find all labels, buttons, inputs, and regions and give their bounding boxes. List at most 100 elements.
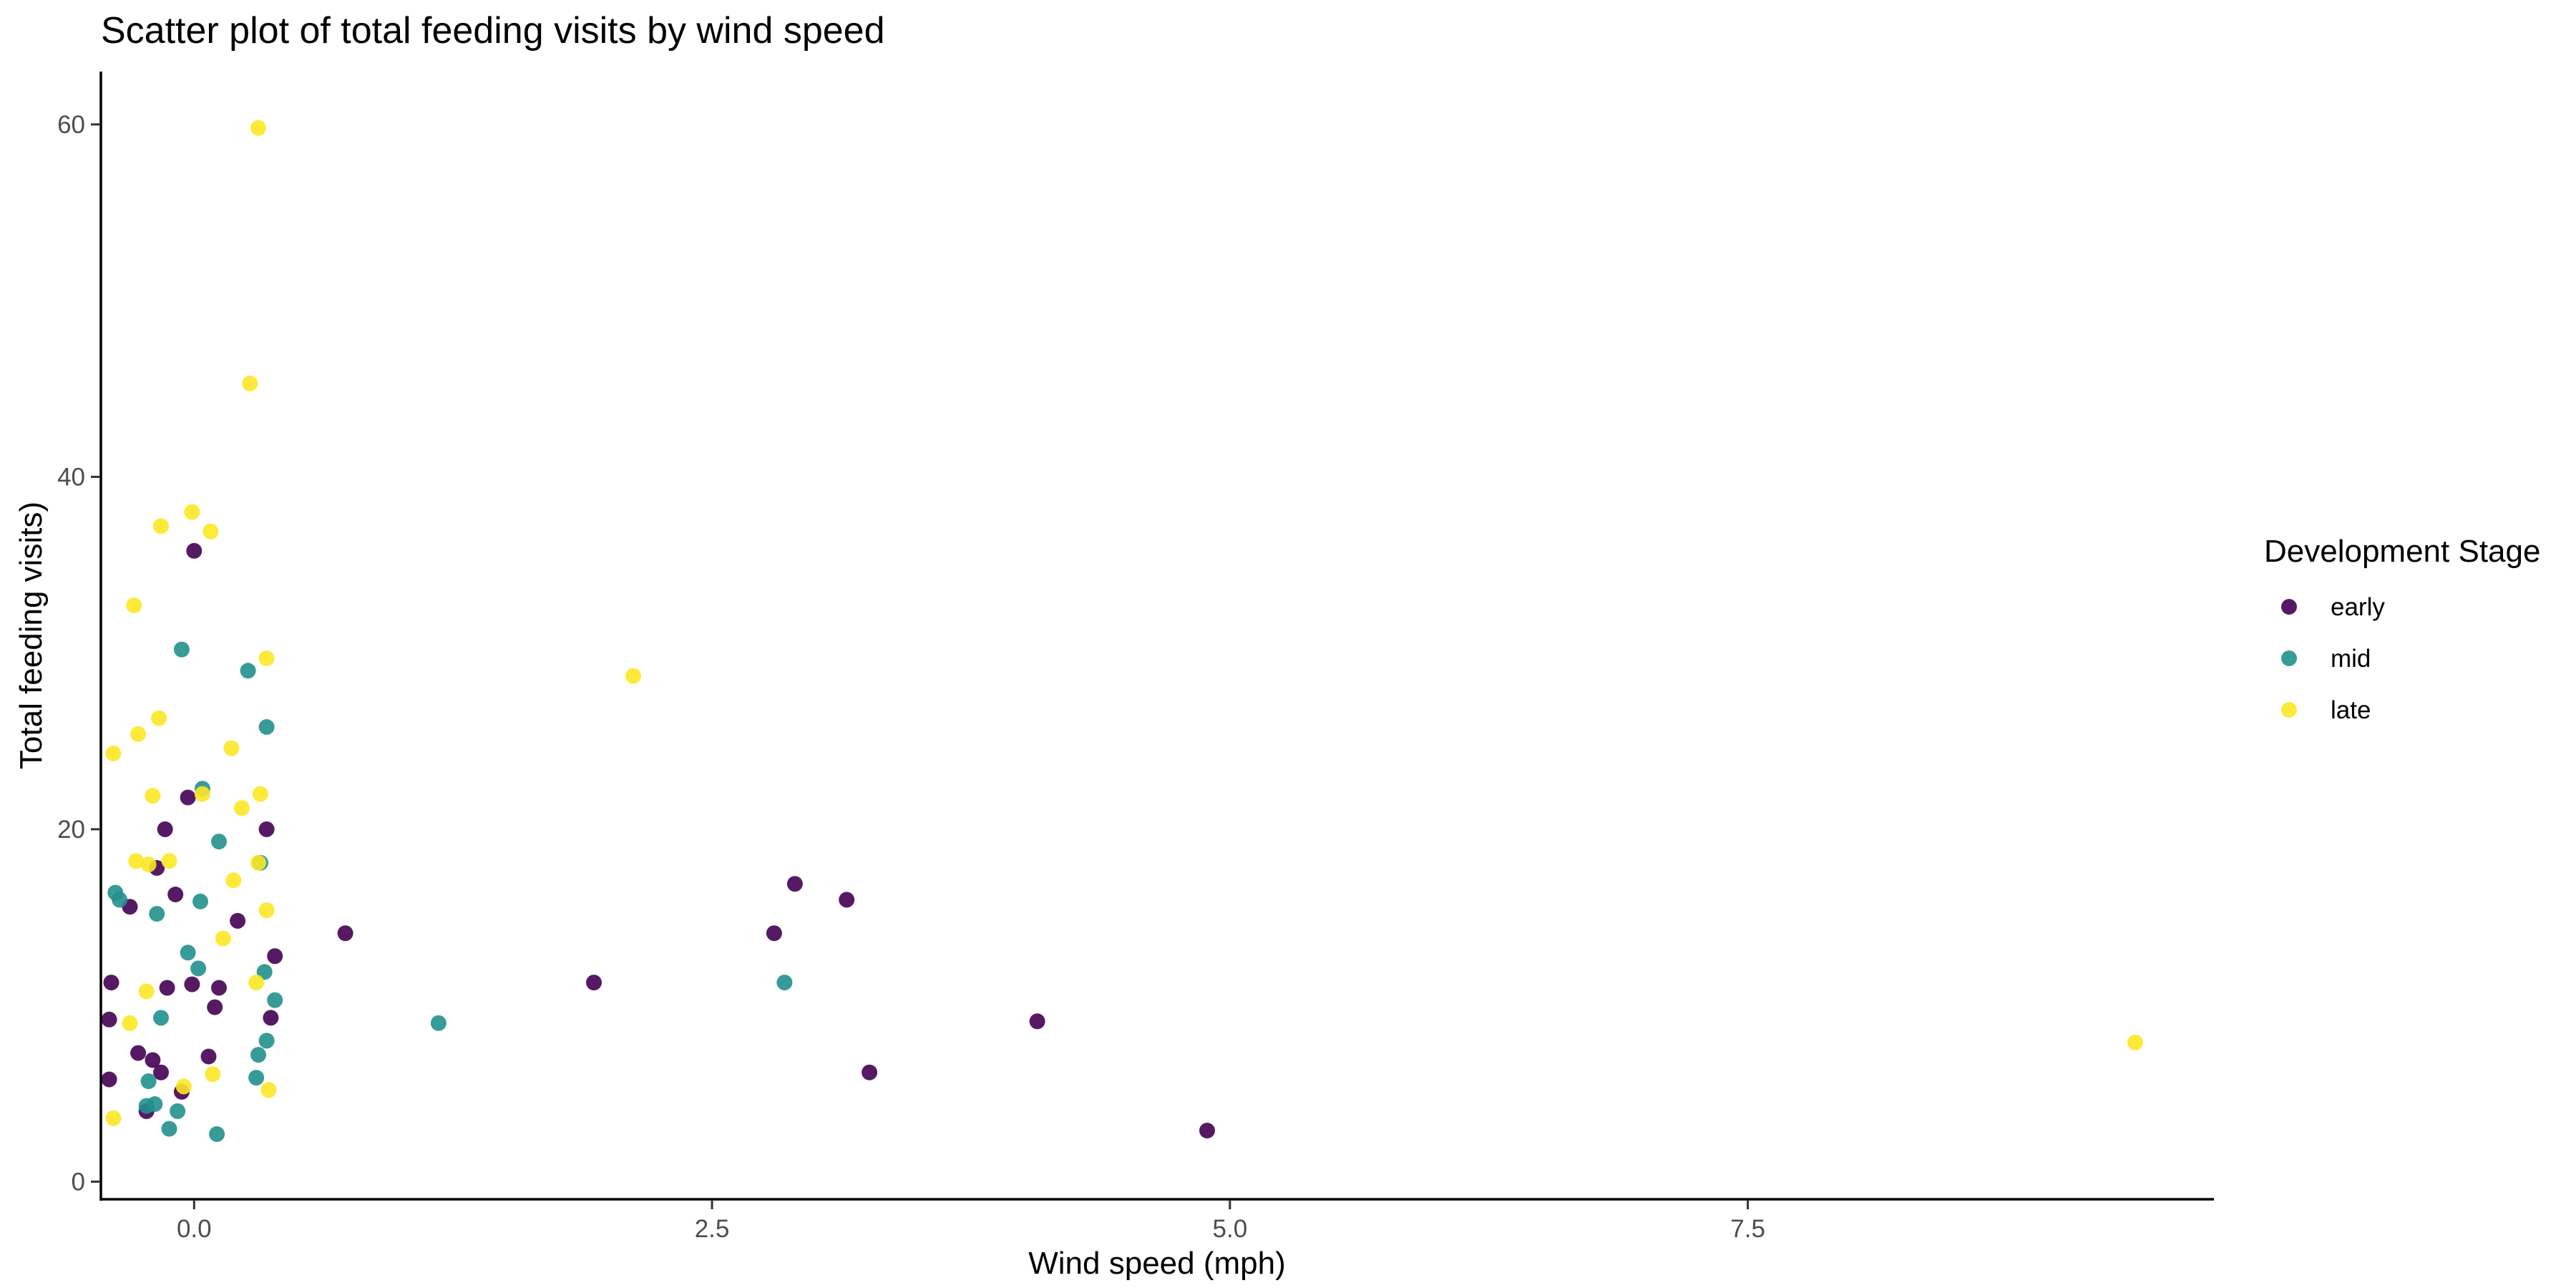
data-point-mid xyxy=(190,960,207,977)
data-point-late xyxy=(140,857,157,873)
data-point-early xyxy=(263,1010,279,1026)
data-point-early xyxy=(167,887,184,902)
data-point-early xyxy=(207,999,223,1015)
data-point-mid xyxy=(258,719,275,735)
data-point-mid xyxy=(173,641,190,658)
data-point-late xyxy=(203,523,219,540)
data-point-mid xyxy=(170,1103,186,1119)
data-point-mid xyxy=(192,893,208,909)
legend-key-late xyxy=(2281,702,2297,718)
data-point-early xyxy=(1199,1123,1215,1138)
data-point-mid xyxy=(211,834,227,850)
data-point-late xyxy=(233,800,250,816)
legend-label-late: late xyxy=(2331,696,2371,724)
data-point-late xyxy=(194,786,210,802)
x-axis-ticks: 0.0 2.5 5.0 7.5 xyxy=(177,1201,1765,1243)
data-point-late xyxy=(242,375,258,391)
data-point-late xyxy=(122,1015,138,1031)
legend-label-early: early xyxy=(2331,593,2385,621)
data-point-late xyxy=(223,740,240,756)
data-point-late xyxy=(2127,1034,2143,1050)
data-point-late xyxy=(161,853,177,869)
legend-title: Development Stage xyxy=(2264,534,2540,569)
data-point-late xyxy=(215,930,231,947)
data-point-late xyxy=(250,119,266,136)
data-point-late xyxy=(128,853,145,869)
data-point-early xyxy=(157,821,173,837)
data-point-late xyxy=(184,504,200,520)
data-point-mid xyxy=(161,1121,177,1137)
data-point-early xyxy=(258,821,275,837)
legend: Development Stage early mid late xyxy=(2264,534,2540,724)
x-tick-label: 0.0 xyxy=(177,1215,212,1243)
data-point-late xyxy=(625,668,641,684)
data-point-mid xyxy=(776,975,793,991)
data-point-late xyxy=(252,786,268,802)
x-tick-label: 2.5 xyxy=(695,1215,730,1243)
data-point-early xyxy=(103,975,119,991)
data-point-mid xyxy=(258,1033,275,1049)
data-point-late xyxy=(151,710,167,726)
plot-area: 0.0 2.5 5.0 7.5 0 20 40 60 xyxy=(57,72,2214,1243)
data-point-early xyxy=(337,925,353,942)
y-axis-title: Total feeding visits) xyxy=(14,502,49,769)
data-point-mid xyxy=(256,964,273,980)
data-point-early xyxy=(101,1071,117,1088)
data-point-early xyxy=(101,1011,117,1028)
data-point-mid xyxy=(149,906,165,922)
y-axis-ticks: 0 20 40 60 xyxy=(57,111,99,1196)
data-point-early xyxy=(159,980,175,996)
legend-key-early xyxy=(2281,599,2297,615)
data-point-late xyxy=(175,1078,192,1095)
data-point-mid xyxy=(153,1010,169,1026)
data-point-mid xyxy=(147,1096,163,1112)
data-point-mid xyxy=(209,1126,225,1142)
data-point-late xyxy=(153,518,169,535)
data-point-early xyxy=(180,789,196,806)
data-point-late xyxy=(105,746,122,761)
data-point-late xyxy=(130,726,147,742)
data-point-late xyxy=(250,854,266,871)
data-point-late xyxy=(260,1082,277,1098)
data-point-mid xyxy=(240,663,256,679)
x-tick-label: 7.5 xyxy=(1730,1215,1765,1243)
chart-title: Scatter plot of total feeding visits by … xyxy=(101,10,885,52)
data-points xyxy=(101,119,2143,1142)
legend-items: early mid late xyxy=(2281,593,2385,724)
data-point-mid xyxy=(430,1015,447,1031)
y-tick-label: 40 xyxy=(57,463,85,491)
data-point-early xyxy=(200,1048,217,1065)
x-axis-title: Wind speed (mph) xyxy=(1028,1246,1285,1281)
data-point-late xyxy=(126,597,142,614)
data-point-late xyxy=(258,650,275,666)
data-point-late xyxy=(145,788,161,804)
data-point-early xyxy=(145,1052,161,1068)
data-point-early xyxy=(186,542,203,559)
data-point-late xyxy=(248,975,265,991)
data-point-early xyxy=(766,925,782,942)
data-point-early xyxy=(153,1064,169,1080)
data-point-early xyxy=(211,980,227,996)
data-point-mid xyxy=(248,1070,265,1086)
y-tick-label: 60 xyxy=(57,111,85,139)
data-point-mid xyxy=(267,992,283,1008)
data-point-mid xyxy=(180,945,196,961)
legend-label-mid: mid xyxy=(2331,645,2371,673)
data-point-early xyxy=(130,1045,147,1061)
data-point-early xyxy=(839,892,855,908)
data-point-early xyxy=(586,975,602,991)
data-point-late xyxy=(105,1110,122,1126)
data-point-late xyxy=(138,983,155,1000)
y-tick-label: 0 xyxy=(72,1168,85,1196)
legend-key-mid xyxy=(2281,650,2297,666)
data-point-late xyxy=(205,1066,221,1083)
data-point-early xyxy=(862,1064,878,1080)
y-tick-label: 20 xyxy=(57,816,85,844)
data-point-early xyxy=(1029,1013,1045,1030)
data-point-early xyxy=(184,976,200,992)
x-tick-label: 5.0 xyxy=(1213,1215,1248,1243)
data-point-mid xyxy=(112,892,128,908)
data-point-mid xyxy=(140,1073,157,1089)
data-point-mid xyxy=(250,1047,266,1063)
